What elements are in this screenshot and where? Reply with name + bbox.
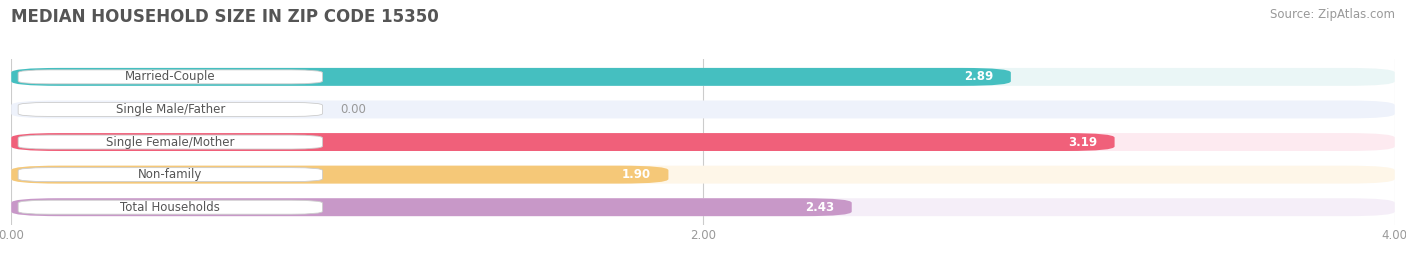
Text: 0.00: 0.00 <box>340 103 366 116</box>
FancyBboxPatch shape <box>11 166 1395 184</box>
FancyBboxPatch shape <box>18 135 322 149</box>
Text: MEDIAN HOUSEHOLD SIZE IN ZIP CODE 15350: MEDIAN HOUSEHOLD SIZE IN ZIP CODE 15350 <box>11 8 439 26</box>
FancyBboxPatch shape <box>11 198 852 216</box>
FancyBboxPatch shape <box>18 168 322 182</box>
Text: 2.89: 2.89 <box>965 70 994 83</box>
Text: Total Households: Total Households <box>121 201 221 214</box>
Text: Married-Couple: Married-Couple <box>125 70 215 83</box>
Text: 3.19: 3.19 <box>1069 136 1097 148</box>
FancyBboxPatch shape <box>11 100 1395 118</box>
Text: Single Male/Father: Single Male/Father <box>115 103 225 116</box>
FancyBboxPatch shape <box>11 133 1395 151</box>
FancyBboxPatch shape <box>11 133 1115 151</box>
Text: Single Female/Mother: Single Female/Mother <box>105 136 235 148</box>
Text: Source: ZipAtlas.com: Source: ZipAtlas.com <box>1270 8 1395 21</box>
FancyBboxPatch shape <box>18 200 322 214</box>
Text: 2.43: 2.43 <box>806 201 834 214</box>
FancyBboxPatch shape <box>18 102 322 117</box>
FancyBboxPatch shape <box>11 68 1011 86</box>
FancyBboxPatch shape <box>11 166 668 184</box>
Text: Non-family: Non-family <box>138 168 202 181</box>
Text: 1.90: 1.90 <box>621 168 651 181</box>
FancyBboxPatch shape <box>11 68 1395 86</box>
FancyBboxPatch shape <box>18 70 322 84</box>
FancyBboxPatch shape <box>11 198 1395 216</box>
